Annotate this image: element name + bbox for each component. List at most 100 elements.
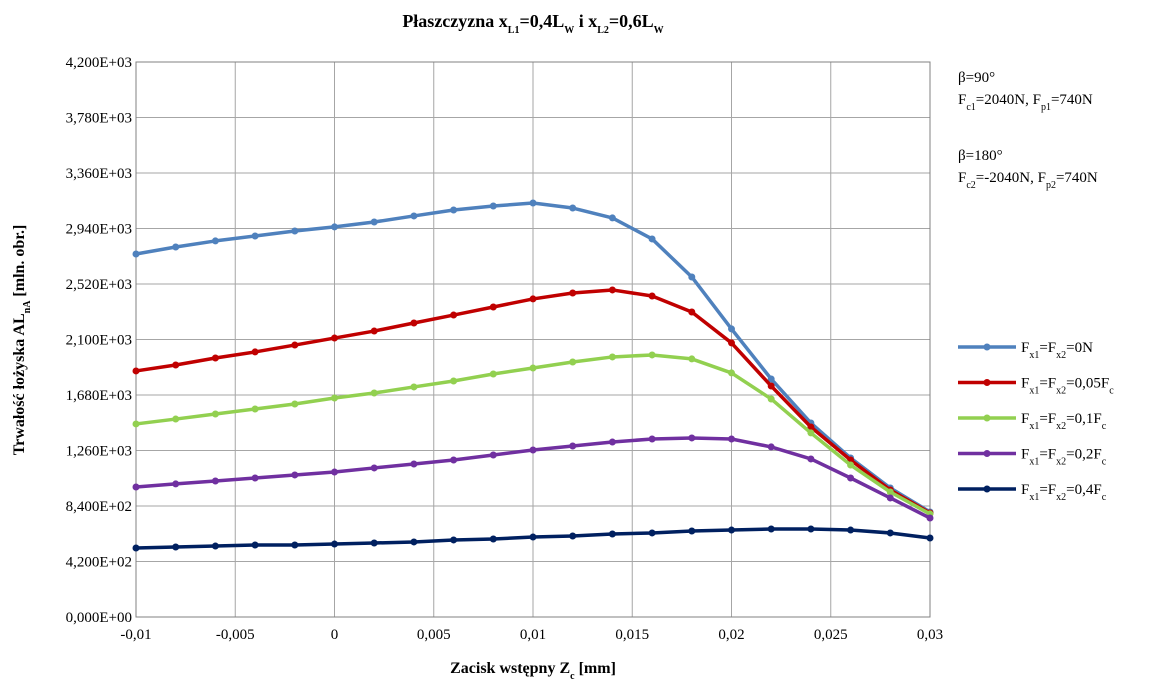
- data-point: [172, 243, 180, 251]
- x-tick-label: 0,01: [520, 627, 546, 643]
- annotation-part: =740N: [1056, 170, 1098, 186]
- legend-label-part: c: [1109, 385, 1114, 396]
- legend-label-part: =0N: [1066, 340, 1093, 356]
- data-point: [450, 536, 458, 544]
- data-point: [132, 367, 140, 375]
- data-point: [450, 206, 458, 214]
- data-point: [291, 541, 299, 549]
- data-point: [172, 415, 180, 423]
- data-point: [767, 382, 775, 390]
- data-point: [410, 212, 418, 220]
- legend-label: Fx1=Fx2=0N: [1021, 340, 1093, 361]
- data-point: [489, 202, 497, 210]
- x-axis-label-part: [mm]: [575, 660, 616, 677]
- annotation: β=90°: [958, 70, 995, 86]
- data-point: [847, 526, 855, 534]
- legend-label-part: =F: [1039, 411, 1056, 427]
- data-point: [648, 529, 656, 537]
- annotation-part: p1: [1041, 102, 1051, 113]
- chart-title-part: Płaszczyzna x: [402, 11, 507, 31]
- annotation: β=180°: [958, 148, 1003, 164]
- legend-label-part: x2: [1056, 385, 1066, 396]
- x-tick-label: -0,01: [120, 627, 151, 643]
- chart-title-part: L1: [508, 25, 520, 36]
- data-point: [608, 286, 616, 294]
- y-tick-label: 1,680E+03: [66, 388, 132, 404]
- data-point: [767, 525, 775, 533]
- chart-title-part: L2: [597, 25, 609, 36]
- data-point: [648, 435, 656, 443]
- legend-label-part: F: [1021, 376, 1029, 392]
- x-tick-label: 0,015: [615, 627, 649, 643]
- data-point: [529, 533, 537, 541]
- chart-title-part: W: [564, 25, 574, 36]
- data-point: [807, 429, 815, 437]
- legend-label-part: c: [1102, 456, 1107, 467]
- data-point: [608, 353, 616, 361]
- legend-label-part: =F: [1039, 482, 1056, 498]
- data-point: [450, 456, 458, 464]
- legend-label-part: F: [1021, 340, 1029, 356]
- data-point: [370, 218, 378, 226]
- y-tick-label: 2,100E+03: [66, 333, 132, 349]
- data-point: [291, 341, 299, 349]
- annotation-part: =740N: [1051, 92, 1093, 108]
- data-point: [767, 395, 775, 403]
- data-point: [767, 443, 775, 451]
- x-tick-label: 0: [331, 627, 339, 643]
- legend-marker: [983, 414, 991, 422]
- data-point: [688, 355, 696, 363]
- legend-label-part: =0,05F: [1066, 376, 1109, 392]
- data-point: [410, 538, 418, 546]
- data-point: [211, 542, 219, 550]
- chart-title-part: =0,6L: [609, 11, 654, 31]
- chart-title-part: W: [654, 25, 664, 36]
- legend-label-part: x1: [1029, 492, 1039, 503]
- data-point: [688, 527, 696, 535]
- y-tick-label: 2,520E+03: [66, 277, 132, 293]
- data-point: [489, 303, 497, 311]
- data-point: [132, 544, 140, 552]
- data-point: [251, 405, 259, 413]
- data-point: [926, 514, 934, 522]
- legend-marker: [983, 379, 991, 386]
- data-point: [926, 534, 934, 542]
- data-point: [291, 227, 299, 235]
- y-axis-label-part: [mln. obr.]: [11, 225, 28, 301]
- data-point: [529, 295, 537, 303]
- data-point: [291, 400, 299, 408]
- data-point: [886, 488, 894, 496]
- data-point: [728, 526, 735, 534]
- y-axis-label-part: nA: [22, 300, 33, 314]
- legend-marker: [983, 450, 991, 457]
- legend-label: Fx1=Fx2=0,05Fc: [1021, 376, 1114, 397]
- data-point: [569, 442, 577, 450]
- x-tick-label: 0,02: [718, 627, 744, 643]
- annotation-part: F: [958, 92, 966, 108]
- data-point: [370, 539, 378, 547]
- data-point: [489, 370, 497, 378]
- annotation: Fc1=2040N, Fp1=740N: [958, 92, 1093, 113]
- data-point: [807, 455, 815, 463]
- data-point: [847, 474, 855, 482]
- data-point: [370, 464, 378, 472]
- annotation-part: c2: [966, 180, 975, 191]
- data-point: [410, 460, 418, 468]
- legend-label-part: x2: [1056, 492, 1066, 503]
- legend-label-part: c: [1102, 421, 1107, 432]
- data-point: [410, 319, 418, 327]
- y-tick-label: 1,260E+03: [66, 444, 132, 460]
- data-point: [807, 525, 815, 533]
- data-point: [450, 377, 458, 385]
- data-point: [172, 543, 180, 551]
- annotation-part: F: [958, 170, 966, 186]
- y-axis-label: Trwałość łożyska ALnA [mln. obr.]: [11, 225, 33, 456]
- x-tick-label: 0,025: [814, 627, 848, 643]
- data-point: [331, 468, 338, 476]
- x-tick-label: 0,005: [417, 627, 451, 643]
- y-tick-label: 8,400E+02: [66, 499, 132, 515]
- annotation-part: c1: [966, 102, 975, 113]
- legend-label-part: x1: [1029, 456, 1039, 467]
